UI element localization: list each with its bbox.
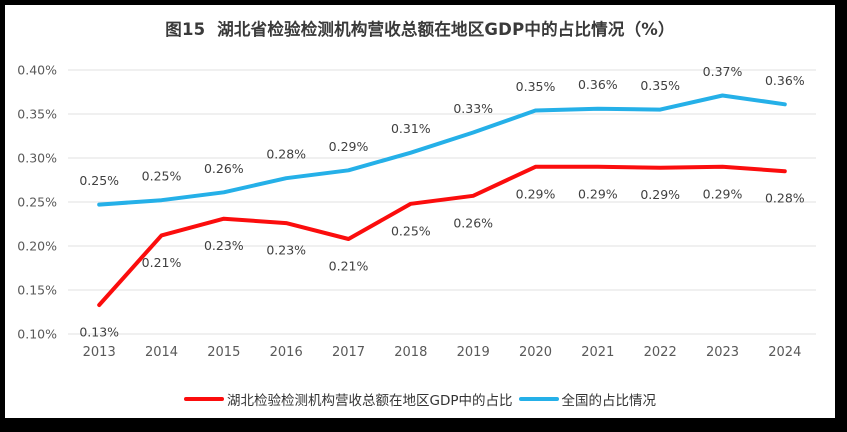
svg-text:0.40%: 0.40% bbox=[17, 63, 57, 78]
svg-text:0.21%: 0.21% bbox=[329, 259, 369, 274]
svg-text:2017: 2017 bbox=[332, 345, 365, 360]
svg-text:0.36%: 0.36% bbox=[765, 73, 805, 88]
line-chart-plot: 0.10% 0.15% 0.20% 0.25% 0.30% 0.35% 0.40% 2013 2… bbox=[17, 63, 816, 360]
svg-text:0.28%: 0.28% bbox=[266, 147, 306, 162]
svg-text:2019: 2019 bbox=[457, 345, 490, 360]
svg-text:0.29%: 0.29% bbox=[640, 187, 680, 202]
svg-text:0.23%: 0.23% bbox=[266, 243, 306, 258]
svg-text:0.25%: 0.25% bbox=[17, 195, 57, 210]
svg-text:0.31%: 0.31% bbox=[391, 121, 431, 136]
svg-text:0.26%: 0.26% bbox=[204, 161, 244, 176]
svg-text:2013: 2013 bbox=[83, 345, 116, 360]
svg-text:2024: 2024 bbox=[768, 345, 801, 360]
legend-swatch-hubei-line bbox=[184, 397, 224, 401]
svg-text:2016: 2016 bbox=[270, 345, 303, 360]
svg-text:0.23%: 0.23% bbox=[204, 238, 244, 253]
legend-label-hubei: 湖北检验检测机构营收总额在地区GDP中的占比 bbox=[227, 393, 513, 409]
svg-text:0.30%: 0.30% bbox=[17, 151, 57, 166]
svg-text:0.29%: 0.29% bbox=[578, 186, 618, 201]
svg-text:0.10%: 0.10% bbox=[17, 327, 57, 342]
chart-surface: 图15 湖北省检验检测机构营收总额在地区GDP中的占比情况（%） 0.10% 0.… bbox=[5, 5, 835, 418]
svg-text:0.13%: 0.13% bbox=[79, 325, 119, 340]
svg-text:0.35%: 0.35% bbox=[516, 79, 556, 94]
svg-text:0.26%: 0.26% bbox=[453, 215, 493, 230]
svg-text:0.15%: 0.15% bbox=[17, 283, 57, 298]
svg-text:0.29%: 0.29% bbox=[516, 186, 556, 201]
svg-text:0.29%: 0.29% bbox=[703, 186, 743, 201]
svg-text:0.25%: 0.25% bbox=[391, 223, 431, 238]
svg-text:0.25%: 0.25% bbox=[79, 173, 119, 188]
svg-text:0.33%: 0.33% bbox=[453, 101, 493, 116]
svg-text:0.25%: 0.25% bbox=[142, 169, 182, 184]
svg-text:2022: 2022 bbox=[644, 345, 677, 360]
svg-text:0.29%: 0.29% bbox=[329, 139, 369, 154]
svg-text:2018: 2018 bbox=[394, 345, 427, 360]
svg-text:2020: 2020 bbox=[519, 345, 552, 360]
chart-legend: 湖北检验检测机构营收总额在地区GDP中的占比 全国的占比情况 bbox=[5, 389, 835, 409]
svg-text:0.37%: 0.37% bbox=[703, 64, 743, 79]
svg-text:2014: 2014 bbox=[145, 345, 178, 360]
svg-text:0.36%: 0.36% bbox=[578, 77, 618, 92]
svg-text:2021: 2021 bbox=[581, 345, 614, 360]
chart-title: 图15 湖北省检验检测机构营收总额在地区GDP中的占比情况（%） bbox=[165, 20, 675, 39]
svg-text:0.28%: 0.28% bbox=[765, 191, 805, 206]
svg-text:0.20%: 0.20% bbox=[17, 239, 57, 254]
svg-text:2015: 2015 bbox=[207, 345, 240, 360]
svg-text:0.35%: 0.35% bbox=[17, 107, 57, 122]
svg-text:2023: 2023 bbox=[706, 345, 739, 360]
svg-text:0.35%: 0.35% bbox=[640, 78, 680, 93]
legend-swatch-national-line bbox=[518, 397, 559, 401]
svg-text:0.21%: 0.21% bbox=[142, 255, 182, 270]
legend-label-national: 全国的占比情况 bbox=[561, 393, 657, 409]
